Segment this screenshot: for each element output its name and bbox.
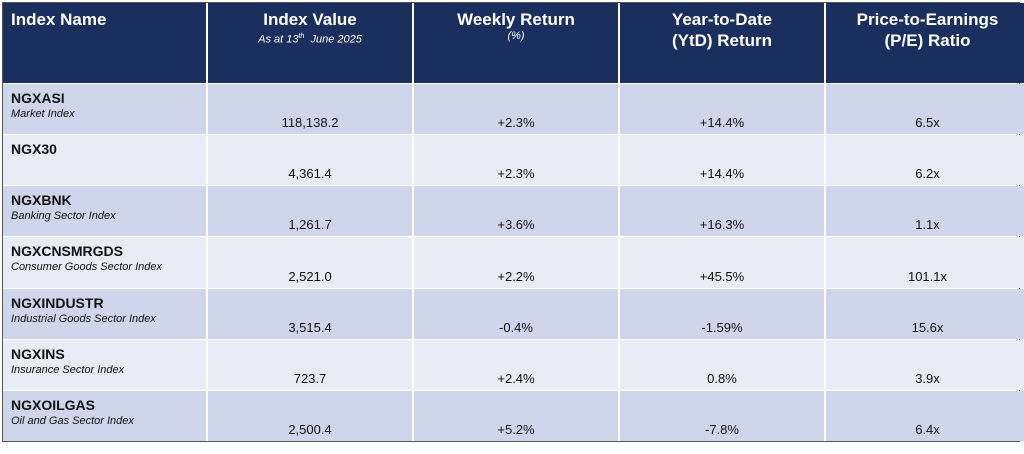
value-cell: 2,500.4 (208, 390, 412, 441)
header-cell: Year-to-Date (YtD) Return (620, 3, 824, 83)
name-cell: NGXINS Insurance Sector Index (3, 339, 206, 390)
cell-value: 2,521.0 (288, 268, 332, 284)
header-cell: Price-to-Earnings (P/E) Ratio (826, 3, 1024, 83)
header-text: Index Value (263, 10, 357, 29)
header-text: Weekly Return (457, 10, 575, 29)
index-name: NGXINS (11, 345, 65, 362)
value-cell: +2.4% (414, 339, 618, 390)
header-note: (%) (414, 30, 618, 43)
header-text: Index Name (11, 10, 107, 29)
value-cell: 1.1x (826, 186, 1024, 237)
name-cell: NGX30 (3, 135, 206, 186)
note-text: As at 13 (258, 33, 299, 46)
name-cell: NGXASI Market Index (3, 84, 206, 135)
name-cell: NGXCNSMRGDS Consumer Goods Sector Index (3, 237, 206, 288)
value-cell: +2.3% (414, 84, 618, 135)
index-table: Index Name Index Value As at 13th June 202… (2, 2, 1024, 442)
cell-value: +2.3% (497, 166, 535, 182)
cell-value: 723.7 (293, 370, 327, 386)
value-cell: 101.1x (826, 237, 1024, 288)
cell-value: 3.9x (915, 370, 940, 386)
value-cell: 2,521.0 (208, 237, 412, 288)
cell-value: +2.4% (497, 370, 535, 386)
index-name: NGXBNK (11, 192, 72, 209)
name-cell: NGXBNK Banking Sector Index (3, 186, 206, 237)
index-name: NGXCNSMRGDS (11, 243, 124, 260)
header-cell: Index Value As at 13th June 2025 (208, 3, 412, 83)
index-name: NGXOILGAS (11, 396, 96, 413)
header-cell: Index Name (3, 3, 206, 83)
cell-value: 15.6x (911, 319, 944, 335)
cell-value: +14.4% (699, 166, 745, 182)
value-cell: +14.4% (620, 84, 824, 135)
cell-value: +2.2% (497, 268, 535, 284)
value-cell: +16.3% (620, 186, 824, 237)
value-cell: 6.4x (826, 390, 1024, 441)
header-text: (YtD) Return (671, 31, 773, 50)
cell-value: 6.5x (915, 115, 940, 131)
value-cell: 3,515.4 (208, 288, 412, 339)
value-cell: 6.5x (826, 84, 1024, 135)
name-cell: NGXOILGAS Oil and Gas Sector Index (3, 390, 206, 441)
index-desc: Oil and Gas Sector Index (11, 414, 134, 427)
index-name: NGXASI (11, 90, 65, 106)
cell-value: +14.4% (699, 115, 745, 131)
index-desc: Industrial Goods Sector Index (11, 312, 156, 325)
name-cell: NGXINDUSTR Industrial Goods Sector Index (3, 288, 206, 339)
cell-value: +2.3% (497, 115, 535, 131)
value-cell: +14.4% (620, 135, 824, 186)
cell-value: 3,515.4 (288, 319, 332, 335)
cell-value: -7.8% (705, 421, 739, 437)
value-cell: 3.9x (826, 339, 1024, 390)
value-cell: 723.7 (208, 339, 412, 390)
note-text: June 2025 (310, 33, 362, 46)
value-cell: -1.59% (620, 288, 824, 339)
value-cell: -7.8% (620, 390, 824, 441)
value-cell: +2.3% (414, 135, 618, 186)
header-cell: Weekly Return (%) (414, 3, 618, 83)
note-sup: th (298, 33, 305, 40)
value-cell: 1,261.7 (208, 186, 412, 237)
cell-value: 4,361.4 (288, 166, 332, 182)
header-text: Year-to-Date (671, 10, 773, 29)
note-text: (%) (507, 30, 525, 42)
cell-value: +16.3% (699, 217, 745, 233)
index-desc: Insurance Sector Index (11, 363, 125, 376)
cell-value: 118,138.2 (281, 115, 339, 131)
cell-value: 1,261.7 (288, 217, 332, 233)
header-text: Price-to-Earnings (856, 10, 999, 29)
cell-value: 0.8% (707, 370, 737, 386)
value-cell: 15.6x (826, 288, 1024, 339)
value-cell: +3.6% (414, 186, 618, 237)
cell-value: 2,500.4 (288, 421, 332, 437)
cell-value: +3.6% (497, 217, 535, 233)
cell-value: 6.2x (915, 166, 940, 182)
value-cell: 6.2x (826, 135, 1024, 186)
value-cell: 4,361.4 (208, 135, 412, 186)
value-cell: +5.2% (414, 390, 618, 441)
header-text: (P/E) Ratio (884, 31, 971, 50)
value-cell: +2.2% (414, 237, 618, 288)
cell-value: 101.1x (907, 268, 948, 284)
index-name: NGXINDUSTR (11, 294, 104, 311)
value-cell: +45.5% (620, 237, 824, 288)
cell-value: +5.2% (497, 421, 535, 437)
cell-value: -1.59% (701, 319, 743, 335)
cell-value: 6.4x (915, 421, 940, 437)
value-cell: 118,138.2 (208, 84, 412, 135)
value-cell: 0.8% (620, 339, 824, 390)
index-desc: Market Index (11, 108, 75, 120)
index-desc: Banking Sector Index (11, 210, 116, 223)
index-name: NGX30 (11, 141, 57, 158)
header-note: As at 13th June 2025 (208, 30, 412, 47)
value-cell: -0.4% (414, 288, 618, 339)
index-desc: Consumer Goods Sector Index (11, 261, 163, 274)
cell-value: -0.4% (499, 319, 533, 335)
cell-value: 1.1x (915, 217, 940, 233)
cell-value: +45.5% (699, 268, 745, 284)
